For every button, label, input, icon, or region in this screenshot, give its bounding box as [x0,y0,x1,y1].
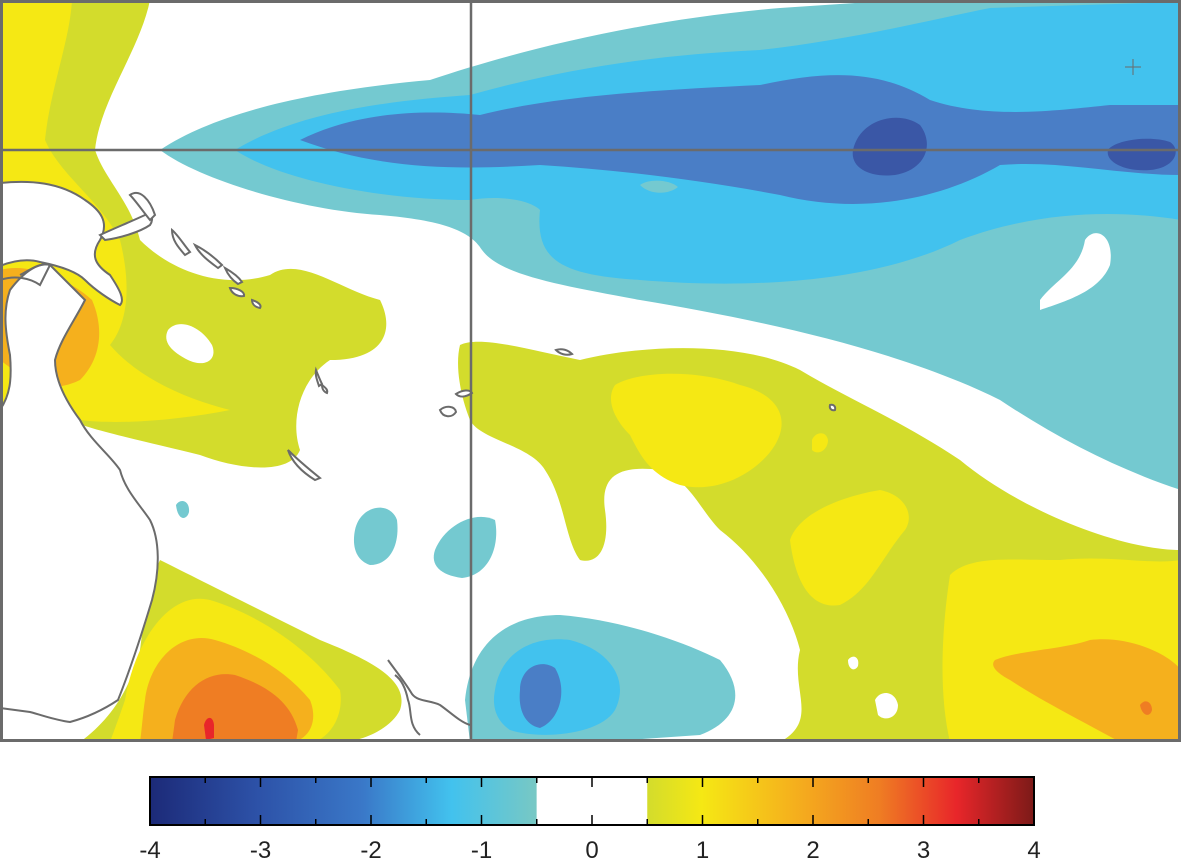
colorbar-tick-label: 1 [696,837,709,864]
colorbar-frame [149,776,1035,826]
solomon-islands-coastline-3 [222,265,244,286]
vanuatu-coastline [314,366,324,388]
colorbar-tick-label: 0 [585,837,598,864]
contour-neg3 [519,664,562,728]
colorbar-tick-label: -3 [250,837,271,864]
contour-pos2 [812,433,828,453]
colorbar: -4 -3 -2 -1 0 1 2 3 4 [139,776,1041,864]
colorbar-positive-ramp [647,777,1034,825]
colorbar-tick-label: 3 [917,837,930,864]
contour-neg1 [176,500,190,518]
small-island-coastline [828,403,837,412]
negative-anomaly-band [160,2,1181,490]
solomon-islands-coastline [170,227,192,257]
southern-negative-cells [176,500,736,742]
contour-pos5 [204,717,214,740]
graticule [0,0,1181,742]
new-ireland-coastline [128,192,157,222]
contour-zero-hole [848,656,859,670]
new-guinea-coastline [0,180,123,307]
australia-coastline [0,263,159,724]
new-zealand-coastline [387,659,471,726]
contour-zero-hole [1040,233,1111,310]
colorbar-tick-label: -1 [471,837,492,864]
contour-pos2 [790,490,909,606]
map-frame [0,0,1181,742]
new-zealand-coastline-2 [394,674,421,736]
colorbar-tick-label: 2 [806,837,819,864]
contour-neg2-patch [640,180,678,193]
contour-neg1 [353,507,398,565]
contour-zero-hole [166,324,214,364]
colorbar-tick-label: -2 [360,837,381,864]
vanuatu-coastline-2 [320,382,329,395]
crosshair-marker [1125,59,1141,75]
contour-pos4 [172,674,298,742]
contour-pos4 [1140,701,1152,715]
colorbar-negative-ramp [150,777,537,825]
cape-york-coastline [0,263,52,287]
colorbar-tick-labels: -4 -3 -2 -1 0 1 2 3 4 [139,837,1040,864]
new-caledonia-coastline [287,449,322,482]
anomaly-map [0,0,1181,742]
solomon-islands-coastline-4 [228,286,246,298]
coastlines [0,180,837,736]
contour-neg4 [852,117,1176,176]
fiji-coastline [438,405,458,418]
samoa-coastline [554,348,574,356]
contour-pos2 [610,373,782,488]
contour-neg1 [433,516,497,578]
solomon-islands-coastline-2 [192,242,224,270]
contour-pos3 [993,639,1181,742]
colorbar-tick-label: -4 [139,837,160,864]
contour-neg3 [300,75,1181,204]
contour-zero-hole [875,693,898,719]
solomon-islands-coastline-5 [250,298,262,310]
colorbar-tick-label: 4 [1027,837,1040,864]
